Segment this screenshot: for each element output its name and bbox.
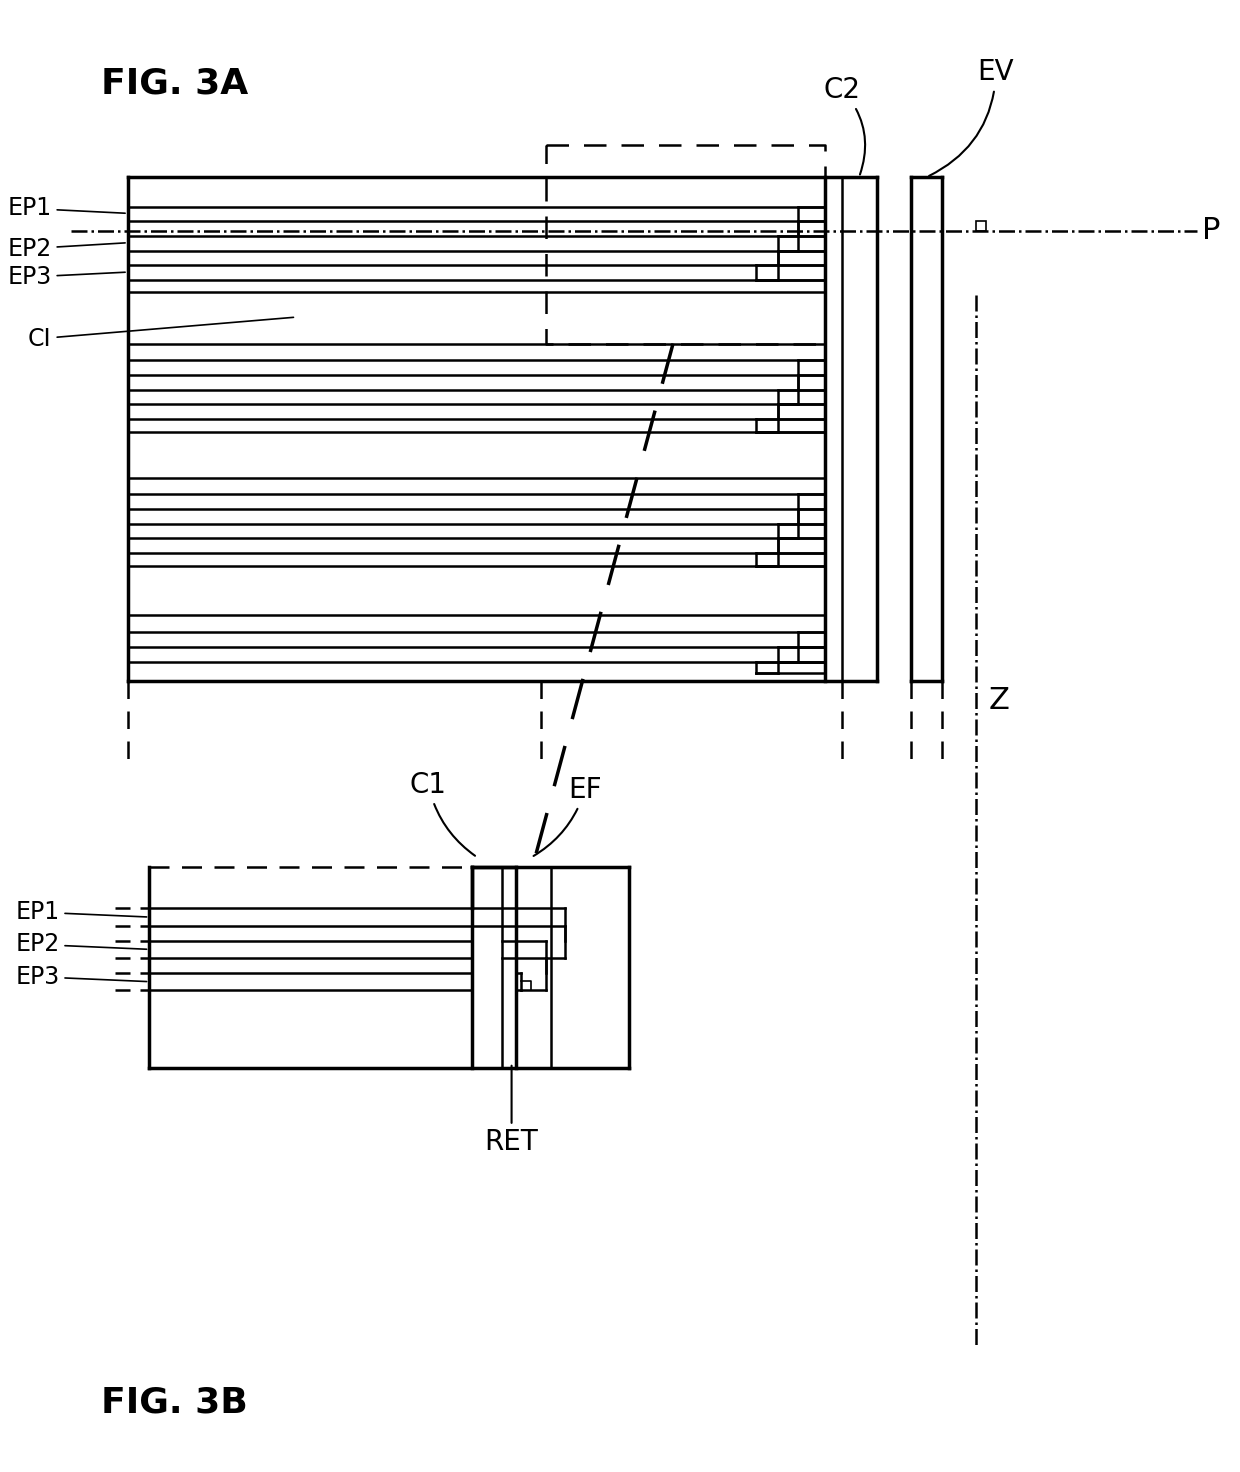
Text: EP1: EP1 <box>15 901 146 924</box>
Text: EP2: EP2 <box>15 932 146 957</box>
Text: FIG. 3A: FIG. 3A <box>100 66 248 100</box>
Text: FIG. 3B: FIG. 3B <box>100 1385 247 1420</box>
Text: P: P <box>1202 216 1220 246</box>
Text: RET: RET <box>485 1066 538 1157</box>
Text: Z: Z <box>988 686 1009 715</box>
Text: EP3: EP3 <box>15 964 146 989</box>
Text: EF: EF <box>533 776 601 855</box>
Text: C1: C1 <box>410 771 475 855</box>
Text: EP3: EP3 <box>7 265 125 289</box>
Text: EP1: EP1 <box>7 196 125 221</box>
Text: EV: EV <box>929 57 1014 177</box>
Bar <box>976 221 986 231</box>
Text: CI: CI <box>29 318 294 350</box>
Text: EP2: EP2 <box>7 237 125 261</box>
Text: C2: C2 <box>823 75 866 175</box>
